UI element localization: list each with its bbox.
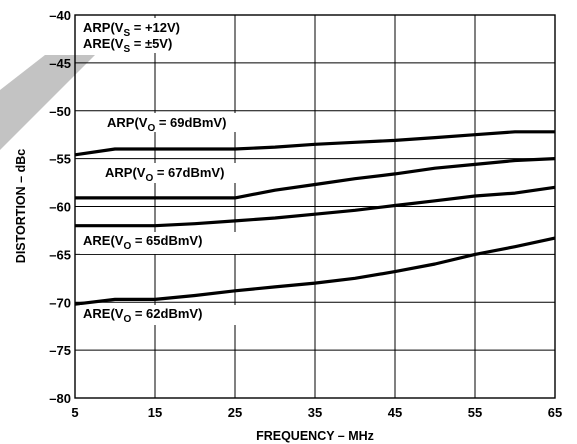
series-line-arp-67 (75, 157, 556, 200)
series-line-are-62 (74, 236, 556, 306)
legend-line-2: ARE(VS = ±5V) (83, 36, 172, 55)
watermark-band (0, 55, 95, 150)
y-tick-label: –50 (49, 104, 71, 119)
x-tick-label: 65 (548, 405, 562, 420)
legend-background (80, 18, 220, 53)
y-tick-label: –45 (49, 56, 71, 71)
series-label-arp-69: ARP(VO = 69dBmV) (107, 115, 226, 134)
label-bg-arp-69 (104, 113, 254, 132)
y-axis-title: DISTORTION – dBc (14, 149, 28, 263)
series-label-arp-67: ARP(VO = 67dBmV) (105, 165, 224, 184)
label-bg-arp-67 (102, 163, 254, 183)
label-bg-are-65 (80, 232, 240, 254)
x-tick-label: 5 (71, 405, 78, 420)
y-tick-label: –60 (49, 200, 71, 215)
series-line-arp-69 (74, 130, 555, 157)
legend-line-1: ARP(VS = +12V) (83, 20, 180, 39)
x-tick-label: 15 (148, 405, 162, 420)
label-bg-are-62 (80, 305, 240, 325)
x-axis-title: FREQUENCY – MHz (256, 429, 374, 443)
series-line-are-65 (75, 185, 556, 228)
y-tick-label: –40 (49, 8, 71, 23)
series-label-are-62: ARE(VO = 62dBmV) (83, 306, 202, 325)
x-tick-label: 35 (308, 405, 322, 420)
x-tick-label: 55 (468, 405, 482, 420)
x-tick-label: 45 (388, 405, 402, 420)
plot-frame (74, 14, 556, 399)
y-tick-label: –80 (49, 391, 71, 406)
y-tick-label: –55 (49, 152, 71, 167)
gridlines (74, 14, 556, 399)
x-tick-labels: 5 15 25 35 45 55 65 (71, 405, 562, 420)
x-tick-label: 25 (228, 405, 242, 420)
y-tick-labels: –40 –45 –50 –55 –60 –65 –70 –75 –80 (49, 8, 71, 406)
series-label-are-65: ARE(VO = 65dBmV) (83, 233, 202, 252)
series-curves (74, 130, 556, 306)
y-tick-label: –65 (49, 247, 71, 262)
y-tick-label: –75 (49, 343, 71, 358)
y-tick-label: –70 (49, 295, 71, 310)
